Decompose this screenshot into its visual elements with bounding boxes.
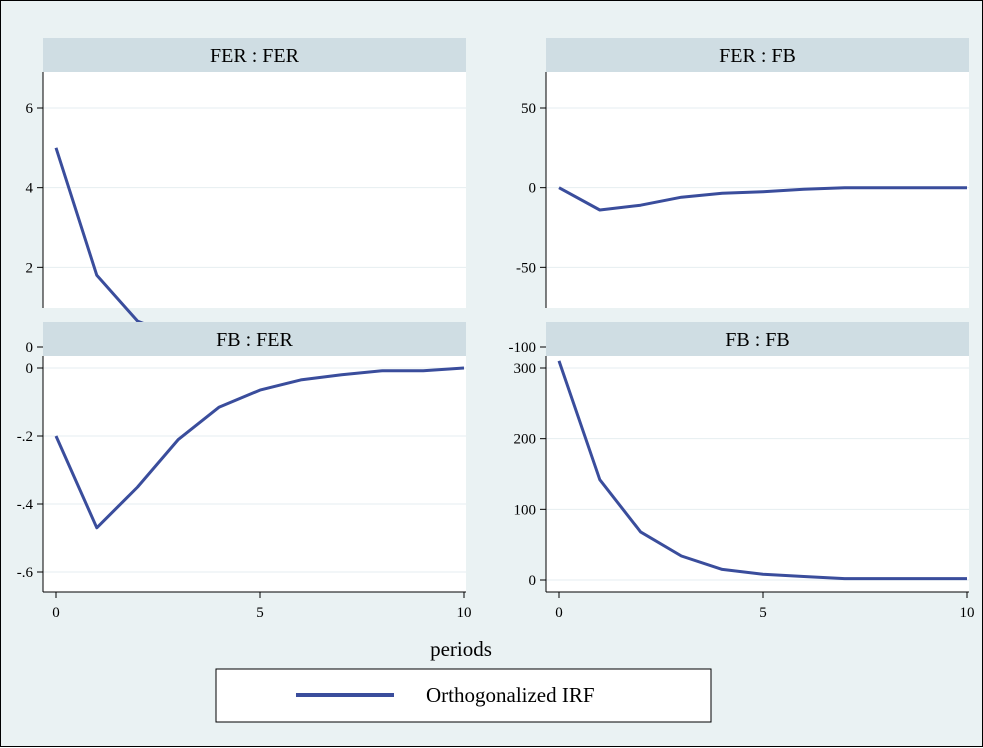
- x-tick-label: 0: [555, 605, 563, 621]
- y-tick-label: 300: [514, 361, 537, 377]
- panel-title: FER : FER: [210, 45, 300, 67]
- panel-1: FER : FER 0 2 4 6: [26, 38, 467, 356]
- x-tick-label: 5: [256, 605, 264, 621]
- panel-title: FB : FB: [725, 329, 789, 351]
- panel-3: FB : FER -.6 -.4 -.2 0 0 5 10: [17, 322, 472, 621]
- plot-area: [546, 356, 969, 592]
- y-tick-label: 0: [529, 573, 537, 589]
- y-tick-label: 200: [514, 432, 537, 448]
- plot-area: [43, 72, 466, 308]
- plot-area: [546, 72, 969, 308]
- legend: Orthogonalized IRF: [216, 669, 711, 722]
- panel-title: FER : FB: [719, 45, 796, 67]
- y-tick-label: 100: [514, 502, 537, 518]
- y-tick-label: -.2: [17, 429, 33, 445]
- y-tick-label: 0: [529, 181, 537, 197]
- y-tick-label: -100: [509, 340, 537, 356]
- y-tick-label: 2: [26, 260, 34, 276]
- y-tick-label: 50: [521, 101, 536, 117]
- y-tick-label: -.6: [17, 565, 34, 581]
- y-tick-label: 6: [26, 101, 34, 117]
- y-tick-label: -.4: [17, 497, 34, 513]
- y-tick-label: -50: [516, 260, 536, 276]
- y-tick-label: 0: [26, 361, 34, 377]
- panel-title: FB : FER: [216, 329, 293, 351]
- x-tick-label: 10: [960, 605, 975, 621]
- panel-4: FB : FB 0 100 200 300 0 5 10: [514, 322, 975, 621]
- y-tick-label: 0: [26, 340, 34, 356]
- x-tick-label: 5: [759, 605, 767, 621]
- legend-label: Orthogonalized IRF: [426, 683, 595, 707]
- x-tick-label: 10: [457, 605, 472, 621]
- panel-2: FER : FB -100 -50 0 50: [509, 38, 970, 356]
- x-tick-label: 0: [52, 605, 60, 621]
- y-tick-label: 4: [26, 181, 34, 197]
- x-axis-title: periods: [430, 637, 492, 661]
